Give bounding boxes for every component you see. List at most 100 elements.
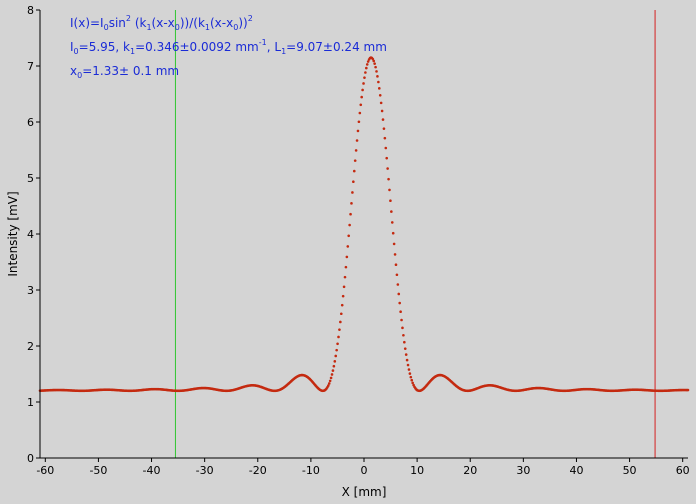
data-point bbox=[344, 265, 348, 269]
data-point bbox=[328, 379, 332, 383]
data-point bbox=[352, 180, 355, 184]
data-point bbox=[347, 234, 351, 238]
x-tick-label: 10 bbox=[410, 464, 424, 477]
data-point bbox=[363, 76, 366, 79]
data-point bbox=[408, 372, 412, 375]
x-tick-label: -20 bbox=[249, 464, 267, 477]
data-point bbox=[354, 149, 358, 152]
data-point bbox=[346, 245, 350, 248]
data-point bbox=[381, 118, 385, 121]
data-point bbox=[406, 363, 410, 367]
data-point bbox=[390, 221, 394, 224]
data-point bbox=[339, 320, 342, 324]
y-tick-label: 3 bbox=[27, 284, 34, 297]
x-tick-label: -30 bbox=[196, 464, 214, 477]
data-point bbox=[378, 87, 381, 90]
data-point bbox=[400, 318, 403, 322]
data-point bbox=[405, 358, 409, 362]
data-point bbox=[355, 139, 359, 142]
data-point bbox=[348, 223, 351, 227]
data-point bbox=[338, 328, 341, 331]
y-tick-label: 7 bbox=[27, 60, 34, 73]
data-point bbox=[395, 273, 399, 277]
data-point bbox=[397, 292, 401, 296]
data-point bbox=[382, 127, 386, 130]
data-point bbox=[384, 146, 388, 150]
data-point bbox=[401, 326, 404, 330]
data-point bbox=[333, 360, 337, 363]
data-point bbox=[374, 65, 377, 69]
x-tick-label: 60 bbox=[676, 464, 690, 477]
y-tick-label: 2 bbox=[27, 340, 34, 353]
data-point bbox=[327, 384, 330, 387]
data-point bbox=[351, 191, 354, 194]
data-point bbox=[372, 59, 376, 63]
x-tick-label: -60 bbox=[36, 464, 54, 477]
data-point bbox=[337, 335, 340, 339]
data-point bbox=[332, 364, 336, 368]
y-tick-label: 0 bbox=[27, 452, 34, 465]
fit-formula: I(x)=I0sin2 (k1(x-x0))/(k1(x-x0))2 bbox=[70, 14, 253, 32]
x-tick-label: -50 bbox=[89, 464, 107, 477]
x-tick-label: 0 bbox=[361, 464, 368, 477]
data-point bbox=[383, 136, 387, 140]
data-point bbox=[407, 368, 411, 371]
data-point bbox=[331, 369, 335, 372]
data-point bbox=[387, 177, 390, 181]
data-point bbox=[686, 388, 690, 392]
data-point bbox=[357, 120, 361, 124]
data-point bbox=[375, 70, 378, 73]
data-point bbox=[339, 312, 343, 316]
data-point bbox=[385, 156, 389, 160]
data-point bbox=[329, 376, 333, 380]
data-point bbox=[362, 82, 365, 85]
y-tick-label: 4 bbox=[27, 228, 34, 241]
data-point bbox=[379, 101, 383, 105]
data-point bbox=[394, 263, 398, 266]
data-point bbox=[410, 378, 414, 382]
data-point bbox=[365, 63, 369, 66]
data-point bbox=[336, 342, 339, 346]
x-axis-title: X [mm] bbox=[342, 485, 387, 499]
data-point bbox=[388, 188, 391, 192]
data-point bbox=[404, 353, 408, 356]
data-point bbox=[364, 71, 367, 74]
data-point bbox=[349, 212, 352, 216]
data-point bbox=[343, 275, 347, 279]
y-tick-label: 5 bbox=[27, 172, 34, 185]
data-point bbox=[341, 294, 345, 298]
data-point bbox=[411, 381, 414, 385]
data-point bbox=[378, 94, 382, 97]
data-point bbox=[386, 167, 389, 170]
x-tick-label: 20 bbox=[463, 464, 477, 477]
y-axis-title: Intensity [mV] bbox=[6, 191, 20, 276]
fit-parameters-1: I0=5.95, k1=0.346±0.0092 mm-1, L1=9.07±0… bbox=[70, 38, 387, 56]
data-point bbox=[398, 301, 401, 305]
x-tick-label: -10 bbox=[302, 464, 320, 477]
data-point bbox=[365, 66, 368, 70]
data-point bbox=[392, 242, 396, 246]
data-point bbox=[403, 347, 407, 350]
data-point bbox=[340, 303, 344, 307]
data-point bbox=[390, 210, 393, 213]
data-point bbox=[399, 310, 402, 314]
data-point bbox=[360, 95, 363, 99]
data-point bbox=[358, 111, 362, 115]
data-point bbox=[352, 169, 356, 173]
data-point bbox=[356, 129, 360, 133]
data-point bbox=[350, 202, 353, 205]
y-tick-label: 8 bbox=[27, 4, 34, 17]
data-point bbox=[327, 382, 331, 385]
data-point bbox=[393, 253, 397, 256]
data-point bbox=[335, 348, 338, 352]
data-point bbox=[334, 354, 338, 358]
y-tick-label: 1 bbox=[27, 396, 34, 409]
data-point bbox=[391, 231, 395, 235]
data-point bbox=[361, 88, 364, 92]
data-point bbox=[376, 75, 379, 78]
x-tick-label: 50 bbox=[623, 464, 637, 477]
data-point bbox=[353, 159, 357, 162]
data-point bbox=[373, 62, 376, 65]
